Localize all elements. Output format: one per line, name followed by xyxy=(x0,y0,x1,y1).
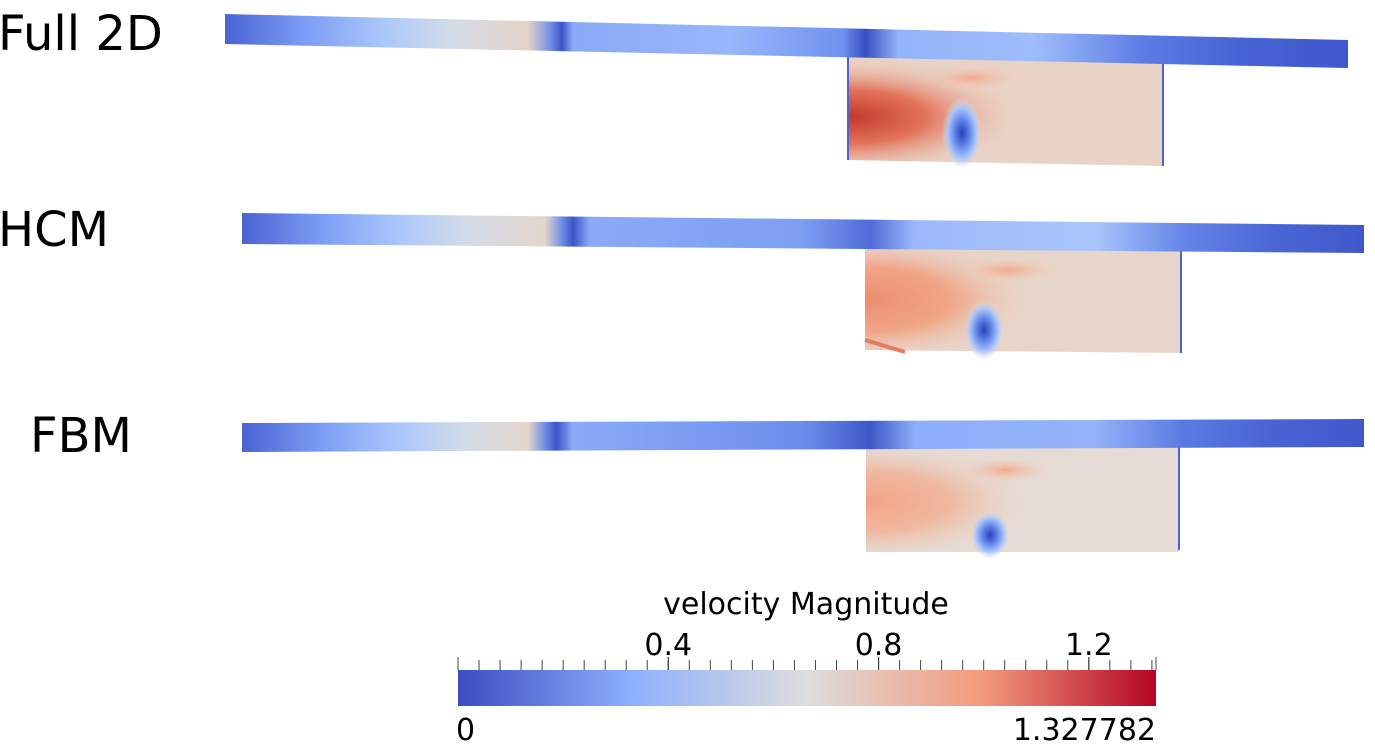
channel xyxy=(242,213,1364,253)
panel-fbm: FBM xyxy=(30,408,1364,559)
channel xyxy=(242,419,1364,452)
colorbar-tick-label: 0.8 xyxy=(855,628,903,663)
panel-hcm: HCM xyxy=(0,202,1364,360)
panel-full-2d: Full 2D xyxy=(0,6,1348,169)
colorbar-max-label: 1.327782 xyxy=(1013,713,1156,745)
cavity xyxy=(864,234,1182,360)
colorbar: velocity Magnitude 0.4 0.8 1.2 0 1.327782 xyxy=(456,587,1157,745)
colorbar-tick-label: 0.4 xyxy=(644,628,692,663)
colorbar-tick-label: 1.2 xyxy=(1065,628,1113,663)
cavity xyxy=(847,57,1164,169)
panel-label: HCM xyxy=(0,202,109,258)
cavity xyxy=(866,440,1180,559)
colorbar-min-label: 0 xyxy=(456,713,475,745)
panel-label: FBM xyxy=(30,408,132,464)
colorbar-gradient xyxy=(458,670,1156,706)
channel xyxy=(225,14,1348,68)
panel-label: Full 2D xyxy=(0,6,163,62)
colorbar-minor-ticks xyxy=(457,657,1157,670)
colorbar-title: velocity Magnitude xyxy=(663,587,949,622)
